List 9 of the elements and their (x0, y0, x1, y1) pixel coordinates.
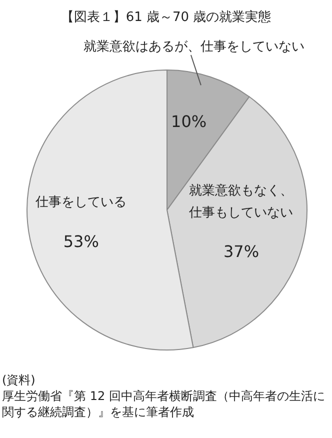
data-label: 10% (171, 112, 207, 131)
chart-title: 【図表１】61 歳～70 歳の就業実態 (60, 9, 272, 26)
text: (資料) (2, 372, 36, 388)
slice-label: 就業意欲はあるが、仕事をしていない (84, 40, 304, 55)
slice-label: 仕事をしている (34, 195, 127, 210)
data-label: 37% (223, 242, 260, 262)
text: 厚生労働省『第 12 回中高年者横断調査（中高年者の生活に関する継続調査）』を基に筆者作成 (2, 388, 326, 420)
data-label: 53% (63, 232, 99, 252)
slice-label: 就業意欲もなく、仕事もしていない (188, 183, 294, 220)
